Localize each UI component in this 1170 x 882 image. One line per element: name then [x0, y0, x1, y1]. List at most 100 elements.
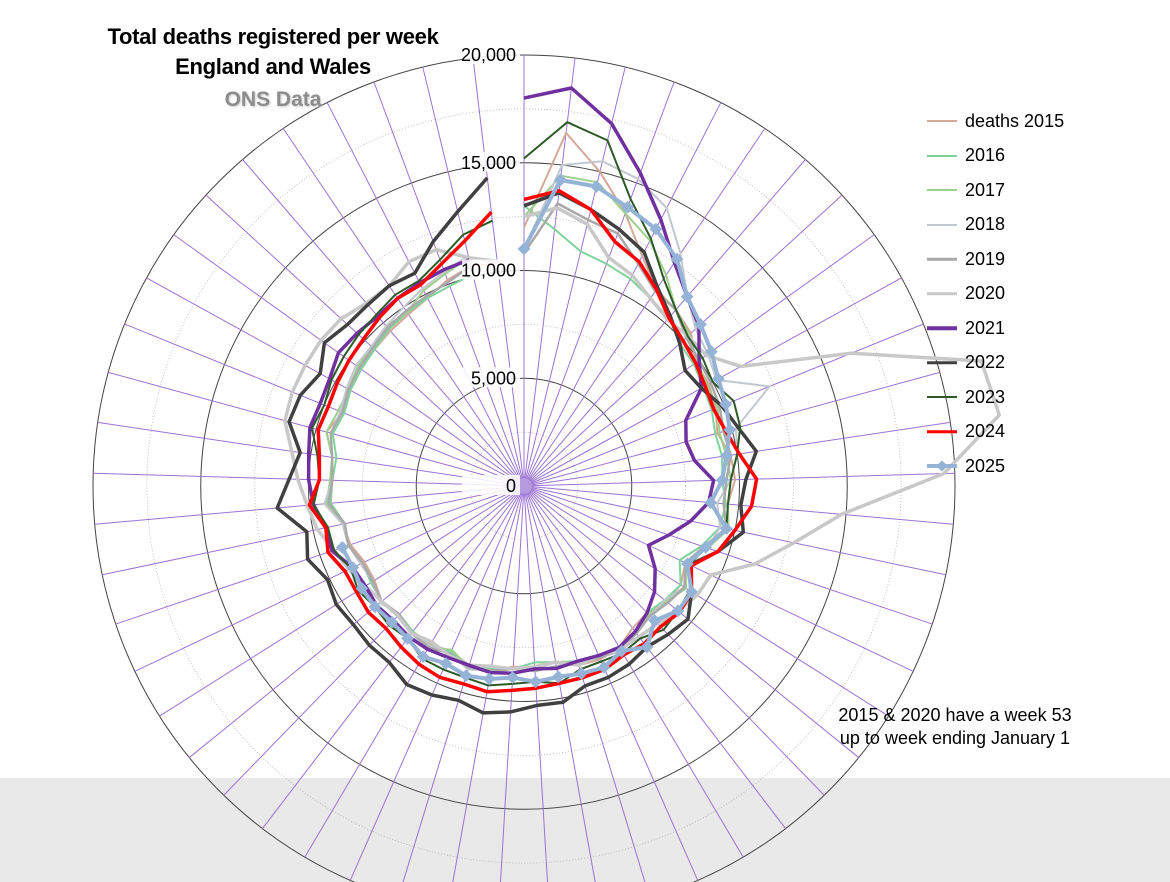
legend-item: 2016 — [927, 139, 1064, 174]
grid-minor-ring — [254, 216, 794, 756]
legend-item: 2021 — [927, 311, 1064, 346]
grid-spoke — [523, 57, 576, 487]
series-line-2016 — [329, 205, 727, 670]
series-point-2025 — [715, 473, 729, 487]
series-point-2025 — [699, 541, 713, 554]
legend-swatch — [927, 220, 957, 230]
grid-spoke — [205, 194, 525, 487]
series-point-2025 — [648, 614, 661, 627]
legend-label: 2022 — [965, 352, 1006, 373]
r-tick-label: 20,000 — [461, 45, 516, 65]
series-point-2025 — [551, 670, 565, 684]
grid-spoke — [523, 485, 825, 796]
grid-minor-ring — [361, 323, 687, 649]
grid-spoke — [523, 81, 675, 487]
grid-spoke — [242, 159, 525, 487]
series-line-2022 — [275, 176, 759, 715]
tick-label-bg — [462, 475, 520, 495]
grid-spoke — [499, 485, 525, 882]
r-tick-label: 10,000 — [461, 261, 516, 281]
r-tick-label: 15,000 — [461, 153, 516, 173]
legend-swatch — [927, 289, 957, 299]
legend-item: 2023 — [927, 380, 1064, 415]
grid-spoke — [97, 421, 525, 487]
tick-label-bg — [462, 367, 520, 388]
legend-label: 2023 — [965, 386, 1006, 407]
chart-title: Total deaths registered per week England… — [48, 22, 498, 82]
grid-spoke — [523, 472, 955, 487]
legend-label: 2025 — [965, 455, 1006, 476]
grid-spoke — [523, 102, 722, 487]
legend-item: 2019 — [927, 242, 1064, 277]
legend-swatch — [927, 254, 957, 264]
series-point-2025 — [720, 449, 733, 463]
legend-item: deaths 2015 — [927, 104, 1064, 139]
grid-spoke — [373, 81, 525, 487]
series-point-2025 — [704, 345, 718, 358]
chart-subtitle: ONS Data — [224, 88, 322, 111]
legend-label: 2024 — [965, 421, 1006, 442]
grid-spoke — [262, 485, 525, 829]
series-point-2025 — [506, 671, 520, 684]
series-point-2025 — [482, 672, 496, 686]
chart-title-line1: Total deaths registered per week — [107, 24, 439, 49]
series-point-2025 — [459, 669, 473, 682]
grid-spoke — [523, 485, 786, 829]
note-line2: up to week ending January 1 — [839, 728, 1071, 748]
series-point-2025 — [719, 397, 733, 411]
grid-spoke — [108, 371, 525, 487]
legend-swatch — [927, 151, 957, 161]
legend-label: 2016 — [965, 145, 1006, 166]
grid-spoke — [523, 485, 744, 858]
legend-swatch — [927, 427, 957, 437]
series-point-2025 — [615, 644, 628, 658]
legend-item: 2025 — [927, 449, 1064, 484]
grid-spoke — [159, 485, 525, 717]
grid-spoke — [523, 485, 954, 525]
series-point-2025 — [597, 661, 611, 674]
series-point-2025 — [704, 496, 718, 510]
legend-swatch — [927, 116, 957, 126]
grid-spoke — [523, 485, 859, 758]
legend-swatch — [927, 185, 957, 195]
grid-spoke — [523, 128, 766, 487]
series-point-2025 — [694, 318, 707, 331]
grid-spoke — [326, 102, 525, 487]
chart-title-line2: England and Wales — [175, 54, 371, 79]
chart-legend: deaths 2015 2016 2017 2018 2019 2020 2021 2022 2… — [927, 104, 1064, 484]
series-point-2025 — [681, 557, 694, 571]
legend-swatch — [927, 358, 957, 368]
series-point-2025 — [517, 242, 531, 256]
series-point-2025 — [416, 650, 430, 664]
legend-swatch — [927, 323, 957, 333]
grid-spoke — [134, 485, 525, 672]
grid-spoke — [523, 485, 646, 882]
series-point-2025 — [346, 561, 360, 574]
grid-spoke — [304, 485, 525, 858]
legend-label: 2018 — [965, 214, 1006, 235]
tick-label-bg — [462, 151, 520, 172]
series-point-2025 — [723, 423, 737, 437]
note-line1: 2015 & 2020 have a week 53 — [838, 705, 1072, 725]
series-point-2025 — [335, 541, 349, 554]
grid-spoke — [523, 485, 914, 672]
grid-spoke — [523, 485, 933, 625]
legend-item: 2022 — [927, 346, 1064, 381]
legend-item: 2020 — [927, 277, 1064, 312]
series-point-2025 — [720, 522, 733, 536]
legend-swatch — [927, 392, 957, 402]
series-line-2024 — [307, 188, 759, 694]
tick-label-bg — [462, 259, 520, 280]
r-tick-label: 5,000 — [471, 368, 516, 388]
grid-spoke — [189, 485, 525, 758]
grid-spoke — [146, 277, 525, 487]
grid-spoke — [102, 485, 525, 576]
grid-spoke — [115, 485, 525, 625]
series-line-2020 — [283, 206, 1002, 671]
legend-label: 2019 — [965, 248, 1006, 269]
legend-label: 2020 — [965, 283, 1006, 304]
series-point-2025 — [574, 667, 588, 680]
legend-label: deaths 2015 — [965, 110, 1065, 131]
series-point-2025 — [385, 615, 399, 629]
